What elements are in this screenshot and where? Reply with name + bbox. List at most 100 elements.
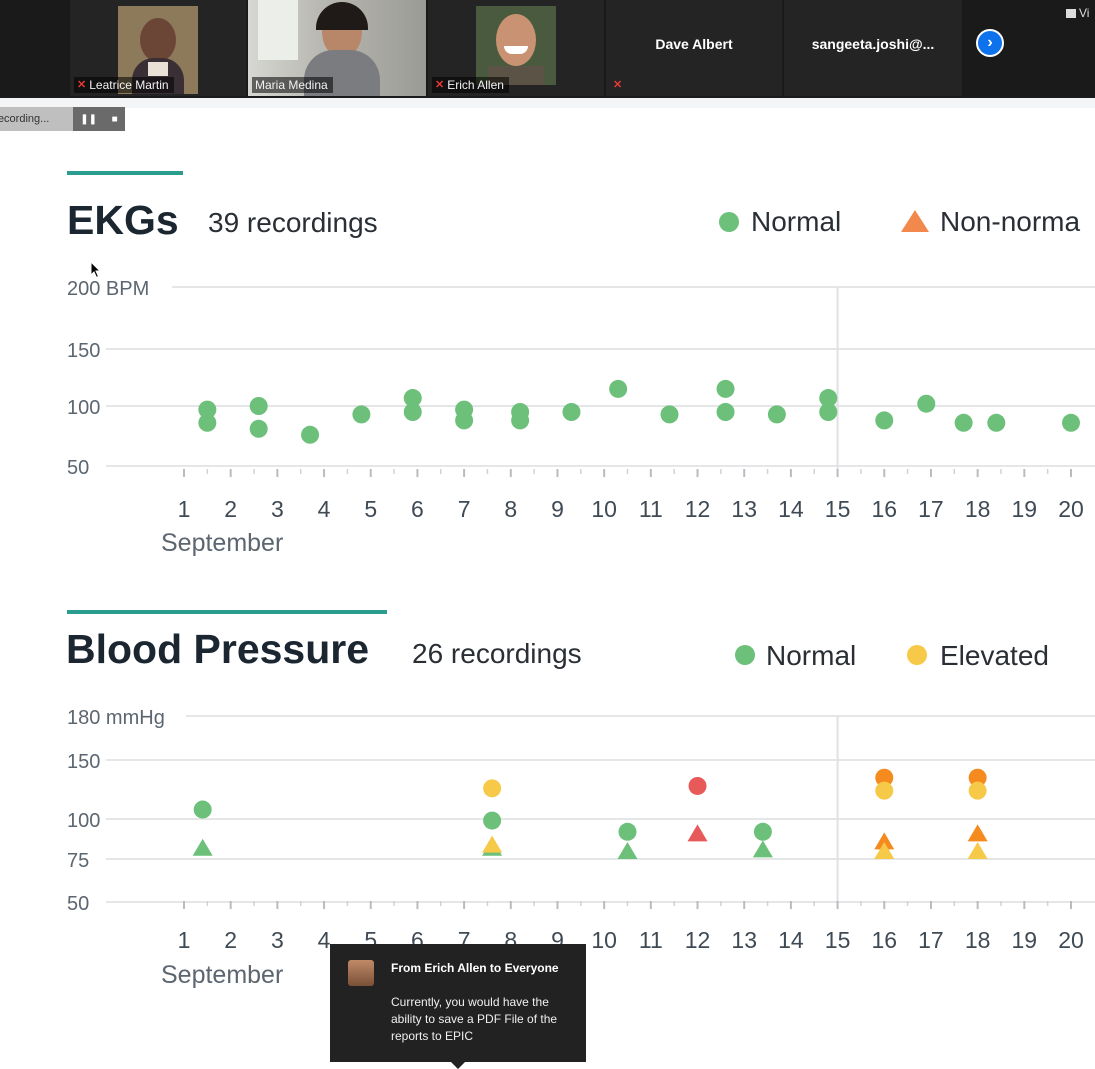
chat-message: Currently, you would have the ability to… — [391, 995, 558, 1043]
x-tick-label: 14 — [778, 496, 804, 522]
x-tick-label: 3 — [271, 496, 284, 522]
data-point — [198, 400, 217, 419]
chat-notification[interactable]: From Erich Allen to Everyone Currently, … — [330, 944, 586, 1069]
shared-screen-top-border — [0, 98, 1095, 108]
ekg-chart: EKGs 39 recordings Normal Non-norma 200 … — [67, 171, 1095, 557]
legend-normal-marker — [719, 212, 739, 232]
participant-tile-sangeeta[interactable]: sangeeta.joshi@... — [784, 0, 962, 96]
x-tick-label: 18 — [965, 496, 991, 522]
data-point — [249, 419, 268, 438]
participant-name: sangeeta.joshi@... — [811, 36, 935, 52]
view-button[interactable]: Vi — [1066, 6, 1089, 20]
x-tick-label: 6 — [411, 496, 424, 522]
data-point — [352, 405, 371, 424]
video-strip: ✕ Leatrice Martin Maria Medina ✕ Erich A… — [0, 0, 1095, 98]
data-point — [618, 822, 637, 841]
data-point — [609, 379, 628, 398]
participant-tile-maria[interactable]: Maria Medina — [248, 0, 426, 96]
x-tick-label: 2 — [224, 496, 237, 522]
data-point — [875, 781, 894, 800]
data-point — [483, 811, 502, 830]
x-tick-label: 1 — [178, 496, 191, 522]
data-point — [562, 403, 581, 421]
data-point-triangle — [752, 840, 773, 858]
x-tick-label: 11 — [639, 496, 663, 522]
data-point — [660, 405, 679, 424]
legend-nonnormal-label: Non-norma — [940, 206, 1080, 237]
participant-tile-dave[interactable]: Dave Albert ✕ — [606, 0, 782, 96]
x-tick-label: 17 — [918, 496, 944, 522]
data-point — [483, 779, 502, 798]
popup-tail — [451, 1062, 465, 1069]
x-tick-label: 4 — [318, 927, 331, 953]
x-axis-label: September — [161, 961, 283, 989]
participant-photo — [476, 6, 556, 85]
data-point — [716, 379, 735, 398]
data-point — [968, 781, 987, 800]
section-accent-bar — [67, 171, 183, 175]
data-point — [511, 411, 530, 430]
muted-mic-icon: ✕ — [77, 79, 87, 91]
y-tick-label: 50 — [67, 893, 89, 915]
stop-icon[interactable]: ■ — [111, 113, 118, 125]
x-tick-label: 13 — [731, 927, 757, 953]
data-point — [753, 822, 772, 841]
y-tick-label: 75 — [67, 850, 89, 872]
x-tick-label: 12 — [685, 496, 711, 522]
next-page-button[interactable]: › — [976, 29, 1004, 57]
data-point — [875, 411, 894, 430]
data-point — [954, 413, 973, 432]
data-point — [403, 389, 422, 408]
x-tick-label: 4 — [318, 496, 331, 522]
data-point — [716, 403, 735, 421]
x-tick-label: 20 — [1058, 496, 1084, 522]
data-point-triangle — [617, 842, 638, 859]
data-point-triangle — [874, 832, 895, 850]
data-point — [198, 413, 217, 432]
participant-photo — [248, 0, 426, 96]
view-label: Vi — [1079, 6, 1090, 20]
participant-name-label: ✕ Erich Allen — [432, 77, 509, 93]
x-tick-label: 5 — [364, 496, 377, 522]
recording-status: Recording... — [0, 107, 73, 131]
legend-nonnormal-marker — [901, 210, 929, 232]
x-tick-label: 14 — [778, 927, 804, 953]
blood-pressure-chart: Blood Pressure 26 recordings Normal Elev… — [66, 610, 1095, 989]
y-tick-label: 50 — [67, 457, 89, 479]
x-tick-label: 2 — [224, 927, 237, 953]
data-point-triangle — [874, 842, 895, 859]
data-point — [301, 425, 320, 444]
data-point — [987, 413, 1006, 432]
participant-tile-erich[interactable]: ✕ Erich Allen — [428, 0, 604, 96]
data-point — [968, 768, 987, 787]
y-tick-label: 180 mmHg — [67, 707, 165, 729]
participant-name: Dave Albert — [655, 36, 733, 52]
pause-icon[interactable]: ❚❚ — [80, 113, 98, 125]
legend-normal-label: Normal — [751, 206, 841, 237]
data-point-triangle — [967, 842, 988, 859]
mouse-cursor-icon — [90, 261, 102, 279]
x-tick-label: 15 — [825, 927, 851, 953]
data-point — [767, 405, 786, 424]
data-point — [819, 389, 838, 408]
x-tick-label: 18 — [965, 927, 991, 953]
recording-controls: Recording... ❚❚ ■ — [0, 107, 125, 131]
legend-elevated-marker — [907, 645, 927, 665]
chart-title: EKGs — [67, 197, 179, 243]
chat-sender: From Erich Allen to Everyone — [391, 961, 559, 975]
data-point — [403, 403, 422, 421]
x-tick-label: 19 — [1012, 496, 1038, 522]
participant-tile-leatrice[interactable]: ✕ Leatrice Martin — [70, 0, 246, 96]
data-point — [455, 411, 474, 430]
x-tick-label: 10 — [591, 496, 617, 522]
data-point — [1062, 413, 1080, 432]
data-point-triangle — [482, 835, 503, 853]
x-axis-label: September — [161, 529, 283, 557]
x-tick-label: 10 — [591, 927, 617, 953]
y-tick-label: 100 — [67, 810, 100, 832]
chart-title: Blood Pressure — [66, 626, 369, 672]
x-tick-label: 3 — [271, 927, 284, 953]
data-point-triangle — [687, 824, 708, 842]
chevron-right-icon: › — [987, 34, 993, 51]
x-tick-label: 13 — [731, 496, 757, 522]
